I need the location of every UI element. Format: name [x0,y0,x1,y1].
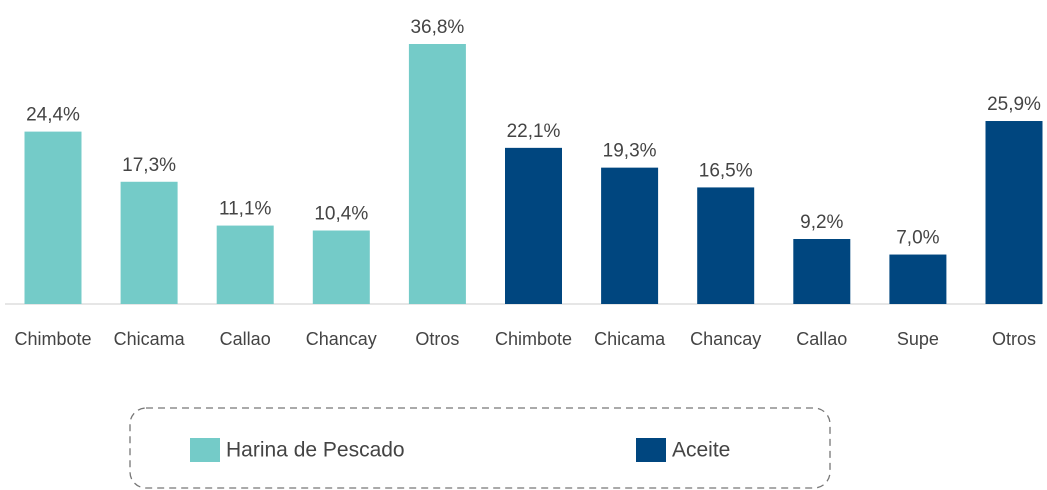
value-label: 19,3% [603,141,657,162]
x-tick-label: Supe [897,329,939,349]
bar [697,187,755,304]
legend-label: Harina de Pescado [226,439,405,462]
bar [408,44,466,304]
x-tick-label: Chicama [594,329,666,349]
value-label: 11,1% [219,199,272,220]
legend-label: Aceite [672,439,730,462]
bar [120,181,178,304]
bar [889,254,947,304]
bar [216,225,274,304]
bar [24,131,82,304]
bar [312,230,370,304]
bar [793,239,851,304]
value-label: 9,2% [800,212,843,233]
x-tick-label: Chimbote [495,329,572,349]
value-label: 25,9% [987,94,1041,115]
value-label: 16,5% [699,160,753,181]
x-tick-label: Chimbote [14,329,91,349]
value-label: 24,4% [26,105,80,126]
x-tick-label: Chancay [306,329,377,349]
x-tick-label: Otros [415,329,459,349]
bar [505,147,562,304]
legend-box [129,407,831,489]
x-tick-label: Chicama [114,329,186,349]
legend-swatch [636,438,666,462]
bar [985,121,1043,305]
bar [601,167,659,304]
x-tick-label: Chancay [690,329,761,349]
legend-swatch [190,438,220,462]
value-label: 10,4% [314,204,368,225]
value-label: 7,0% [896,228,939,249]
value-label: 36,8% [410,17,464,38]
value-label: 22,1% [507,121,561,142]
value-label: 17,3% [122,155,176,176]
x-tick-label: Callao [796,329,847,349]
x-tick-label: Otros [992,329,1036,349]
x-tick-label: Callao [220,329,271,349]
